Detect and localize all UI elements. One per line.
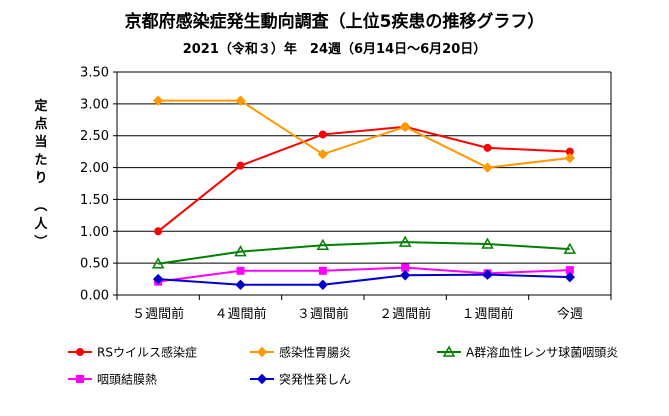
series-point (316, 238, 330, 251)
series-point (152, 273, 164, 285)
series-point (482, 269, 493, 280)
series-point (318, 266, 327, 275)
y-axis-label-char: （ (32, 198, 48, 211)
y-tick-label: 2.00 (80, 161, 109, 176)
y-tick-label: 0.50 (80, 257, 109, 272)
legend-marker (256, 346, 268, 358)
x-tick-label: ５週間前 (132, 306, 184, 322)
series-point (481, 237, 494, 249)
y-axis-label-char: 人 (34, 216, 48, 232)
series-point (483, 143, 492, 152)
series-2 (152, 95, 576, 173)
y-tick-label: 1.00 (80, 225, 109, 240)
x-tick-label: 今週 (557, 306, 583, 322)
x-tick-label: １週間前 (461, 306, 513, 322)
legend-item: A群溶血性レンサ球菌咽頭炎 (437, 345, 618, 360)
series-point (236, 161, 245, 170)
series-line (158, 266, 570, 283)
series-point (151, 257, 165, 269)
legend-item: 突発性発しん (250, 372, 351, 387)
series-3 (151, 235, 577, 269)
series-point (564, 271, 576, 283)
series-line (158, 241, 570, 265)
series-point (398, 235, 412, 247)
series-point (482, 162, 493, 173)
y-axis-label-char: ） (32, 234, 48, 247)
series-point (154, 227, 163, 236)
y-axis-label-char: 定 (33, 98, 47, 114)
chart-subtitle: 2021（令和３）年 24週（6月14日～6月20日） (183, 41, 487, 57)
legend-item: 感染性胃腸炎 (250, 345, 351, 360)
x-tick-label: ３週間前 (297, 306, 349, 322)
y-tick-label: 3.00 (80, 97, 109, 112)
chart-title: 京都府感染症発生動向調査（上位5疾患の推移グラフ） (125, 11, 545, 32)
y-tick-label: 2.50 (80, 129, 109, 144)
y-axis-label-char: 点 (34, 116, 47, 132)
y-axis-label-char: た (34, 153, 47, 168)
legend-label: RSウイルス感染症 (97, 345, 197, 360)
y-axis-label-char: り (34, 171, 47, 186)
series-line (158, 99, 570, 169)
y-tick-label: 1.50 (80, 193, 109, 208)
series-line (157, 125, 570, 233)
series-point (317, 148, 329, 160)
series-point (317, 279, 329, 291)
series-point (564, 152, 576, 164)
legend-item: RSウイルス感染症 (68, 345, 197, 360)
legend-item: 咽頭結膜熱 (68, 373, 157, 387)
legend-label: 咽頭結膜熱 (97, 373, 157, 387)
x-tick-label: ４週間前 (214, 306, 266, 322)
series-point (235, 95, 246, 106)
y-tick-label: 3.50 (80, 66, 109, 81)
plot-area: 0.00 0.50 1.00 1.50 2.00 2.50 3.00 3.50 ５週間前 ４週間前… (80, 66, 612, 322)
series-point (152, 95, 164, 106)
series-line (158, 273, 570, 286)
series-point (563, 242, 577, 254)
series-5 (152, 269, 576, 291)
legend-marker (76, 348, 84, 356)
series-point (235, 279, 246, 291)
series-point (399, 270, 411, 281)
series-point (234, 245, 247, 257)
legend-marker (76, 375, 84, 383)
series-point (318, 130, 327, 139)
x-tick-label: ２週間前 (379, 306, 431, 322)
y-tick-label: 0.00 (80, 289, 109, 304)
series-point (399, 121, 411, 133)
y-axis-label-char: 当 (34, 134, 47, 150)
legend-marker (256, 373, 268, 385)
legend-label: 感染性胃腸炎 (279, 345, 351, 360)
legend-marker (442, 345, 456, 357)
series-point (236, 266, 245, 275)
legend-label: 突発性発しん (279, 372, 351, 387)
legend-label: A群溶血性レンサ球菌咽頭炎 (466, 345, 618, 360)
